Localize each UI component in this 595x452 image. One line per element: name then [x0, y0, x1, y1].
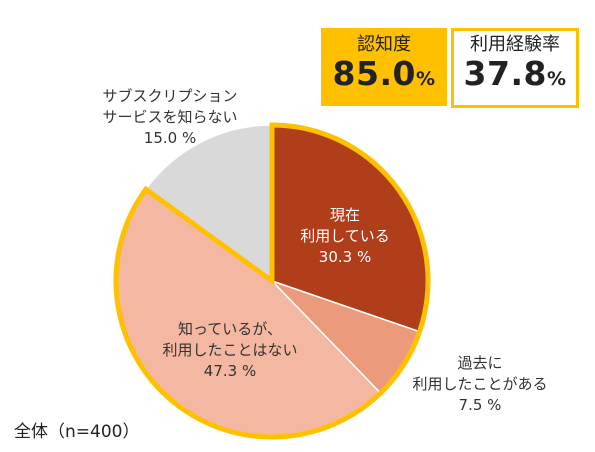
slice-label-line: サブスクリプション	[102, 87, 238, 105]
slice-value: 15.0 %	[143, 129, 197, 147]
slice-label-line: 現在	[329, 206, 360, 224]
slice-label-current-users: 現在 利用している 30.3 %	[270, 205, 420, 268]
slice-value: 47.3 %	[203, 362, 257, 380]
slice-value: 30.3 %	[318, 248, 372, 266]
slice-label-line: 知っているが、	[178, 320, 282, 338]
slice-label-unaware: サブスクリプション サービスを知らない 15.0 %	[85, 86, 255, 149]
slice-label-line: 利用したことがある	[412, 375, 548, 393]
slice-label-line: 利用している	[300, 227, 390, 245]
slice-label-past-users: 過去に 利用したことがある 7.5 %	[395, 353, 565, 416]
experience-title: 利用経験率	[470, 34, 560, 55]
sample-size-note: 全体（n=400）	[14, 422, 140, 442]
awareness-unit: %	[415, 68, 436, 90]
experience-value: 37.8	[463, 54, 547, 93]
slice-value: 7.5 %	[458, 396, 502, 414]
slice-label-aware-not-used: 知っているが、 利用したことはない 47.3 %	[150, 319, 310, 382]
awareness-value: 85.0	[332, 54, 416, 93]
awareness-kpi-box: 認知度 85.0%	[321, 28, 447, 106]
experience-kpi-box: 利用経験率 37.8%	[451, 28, 579, 108]
experience-unit: %	[546, 68, 567, 90]
slice-label-line: 利用したことはない	[162, 341, 298, 359]
awareness-outline	[113, 122, 431, 440]
pie-slice-3	[144, 124, 273, 283]
awareness-title: 認知度	[357, 34, 411, 55]
slice-label-line: 過去に	[457, 354, 503, 372]
slice-label-line: サービスを知らない	[102, 108, 238, 126]
